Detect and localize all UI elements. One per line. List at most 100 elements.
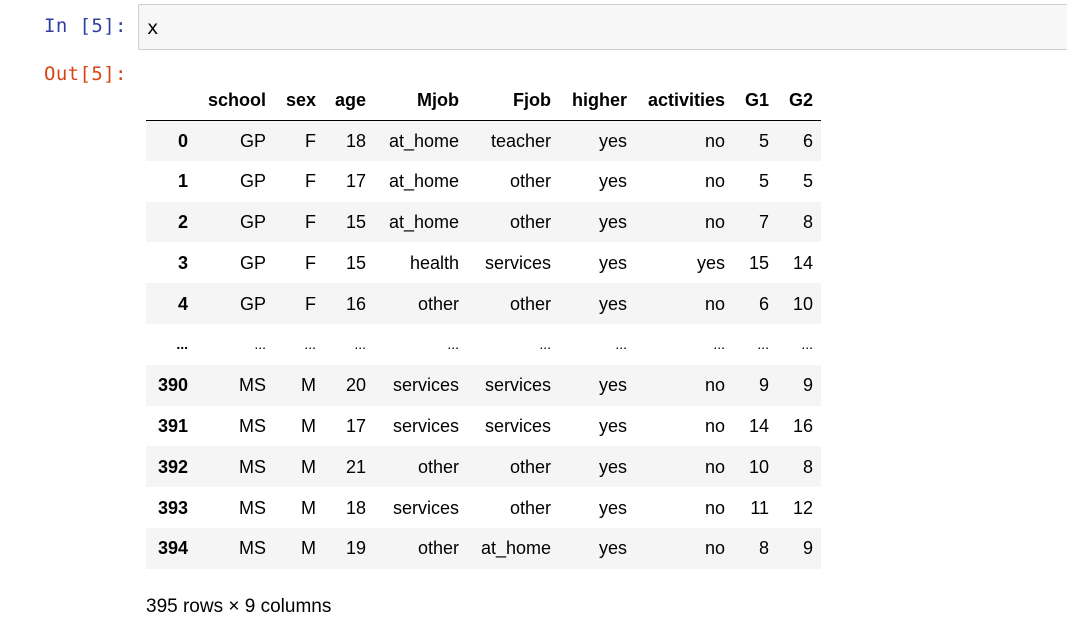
table-cell: 7 [758, 211, 769, 232]
table-cell: GP [239, 211, 266, 232]
table-cell: M [301, 375, 316, 396]
table-cell: 9 [758, 375, 769, 396]
table-cell: yes [696, 252, 725, 273]
table-cell: ... [801, 336, 813, 353]
table-cell: GP [239, 130, 266, 151]
table-row: 390 MS M 20 services services yes no 9 9 [146, 364, 821, 406]
table-cell: services [484, 415, 551, 436]
table-cell: 15 [345, 252, 366, 273]
table-cell: M [301, 456, 316, 477]
column-header-fjob: Fjob [467, 80, 559, 121]
table-cell: ... [354, 336, 366, 353]
table-row: 4 GP F 16 other other yes no 6 10 [146, 283, 821, 324]
row-index-cell: 0 [177, 130, 188, 151]
table-cell: ... [539, 336, 551, 353]
table-cell: GP [239, 171, 266, 192]
table-cell: other [417, 538, 459, 559]
column-header-sex: sex [274, 80, 324, 121]
row-index-cell: 391 [157, 415, 188, 436]
table-cell: no [704, 538, 725, 559]
table-cell: 5 [758, 130, 769, 151]
column-header-g1: G1 [733, 80, 777, 121]
table-cell: 14 [792, 252, 813, 273]
table-cell: no [704, 171, 725, 192]
table-cell: no [704, 293, 725, 314]
code-text: x [147, 17, 159, 39]
table-body: 0 GP F 18 at_home teacher yes no 5 6 1 GP F 17 at_home… [146, 120, 821, 569]
table-row: 392 MS M 21 other other yes no 10 8 [146, 446, 821, 488]
table-cell: no [704, 130, 725, 151]
row-index-cell: 2 [177, 211, 188, 232]
table-cell: other [417, 456, 459, 477]
table-cell: yes [598, 375, 627, 396]
table-cell: other [417, 293, 459, 314]
table-cell: no [704, 497, 725, 518]
table-cell: no [704, 415, 725, 436]
input-prompt: In [5]: [44, 15, 127, 37]
table-cell: 15 [345, 211, 366, 232]
table-cell: teacher [490, 130, 551, 151]
table-cell: no [704, 375, 725, 396]
column-header-higher: higher [559, 80, 635, 121]
output-prompt: Out[5]: [44, 63, 127, 85]
table-cell: services [392, 375, 459, 396]
table-cell: ... [254, 336, 266, 353]
table-cell: yes [598, 211, 627, 232]
table-cell: ... [757, 336, 769, 353]
table-cell: 16 [345, 293, 366, 314]
table-cell: services [484, 252, 551, 273]
table-cell: F [305, 211, 316, 232]
table-cell: 18 [345, 130, 366, 151]
table-cell: at_home [480, 538, 551, 559]
table-cell: services [392, 497, 459, 518]
code-input-cell[interactable]: x [138, 4, 1067, 50]
table-cell: 8 [758, 538, 769, 559]
table-cell: F [305, 171, 316, 192]
table-cell: yes [598, 171, 627, 192]
table-cell: 17 [345, 171, 366, 192]
table-row: 3 GP F 15 health services yes yes 15 14 [146, 242, 821, 283]
row-index-cell: 1 [177, 171, 188, 192]
table-cell: 6 [758, 293, 769, 314]
table-cell: health [409, 252, 459, 273]
row-index-cell: 4 [177, 293, 188, 314]
table-cell: MS [239, 415, 266, 436]
table-cell: F [305, 252, 316, 273]
column-header-mjob: Mjob [374, 80, 467, 121]
table-cell: yes [598, 252, 627, 273]
table-cell: other [509, 171, 551, 192]
table-header-row: school sex age Mjob Fjob higher activiti… [146, 80, 821, 121]
table-cell: 5 [802, 171, 813, 192]
table-cell: at_home [388, 211, 459, 232]
table-cell: 20 [345, 375, 366, 396]
dataframe-table: school sex age Mjob Fjob higher activiti… [146, 80, 821, 569]
table-cell: yes [598, 293, 627, 314]
row-index-cell: 393 [157, 497, 188, 518]
row-index-cell: 390 [157, 375, 188, 396]
table-cell: F [305, 293, 316, 314]
table-row: 1 GP F 17 at_home other yes no 5 5 [146, 161, 821, 202]
table-cell: ... [304, 336, 316, 353]
table-cell: GP [239, 293, 266, 314]
table-cell: M [301, 538, 316, 559]
column-header-activities: activities [635, 80, 733, 121]
table-cell: other [509, 293, 551, 314]
table-row: 2 GP F 15 at_home other yes no 7 8 [146, 201, 821, 243]
table-cell: M [301, 497, 316, 518]
table-cell: 17 [345, 415, 366, 436]
table-cell: yes [598, 497, 627, 518]
table-cell: MS [239, 456, 266, 477]
table-cell: 9 [802, 538, 813, 559]
table-cell: 12 [792, 497, 813, 518]
table-cell: 11 [750, 497, 769, 518]
row-index-cell: 392 [157, 456, 188, 477]
table-cell: 6 [802, 130, 813, 151]
table-cell: 18 [345, 497, 366, 518]
table-cell: other [509, 211, 551, 232]
table-cell: 14 [748, 415, 769, 436]
column-header-g2: G2 [777, 80, 821, 121]
table-row: 394 MS M 19 other at_home yes no 8 9 [146, 527, 821, 569]
table-cell: GP [239, 252, 266, 273]
table-cell: at_home [388, 130, 459, 151]
table-cell: yes [598, 130, 627, 151]
